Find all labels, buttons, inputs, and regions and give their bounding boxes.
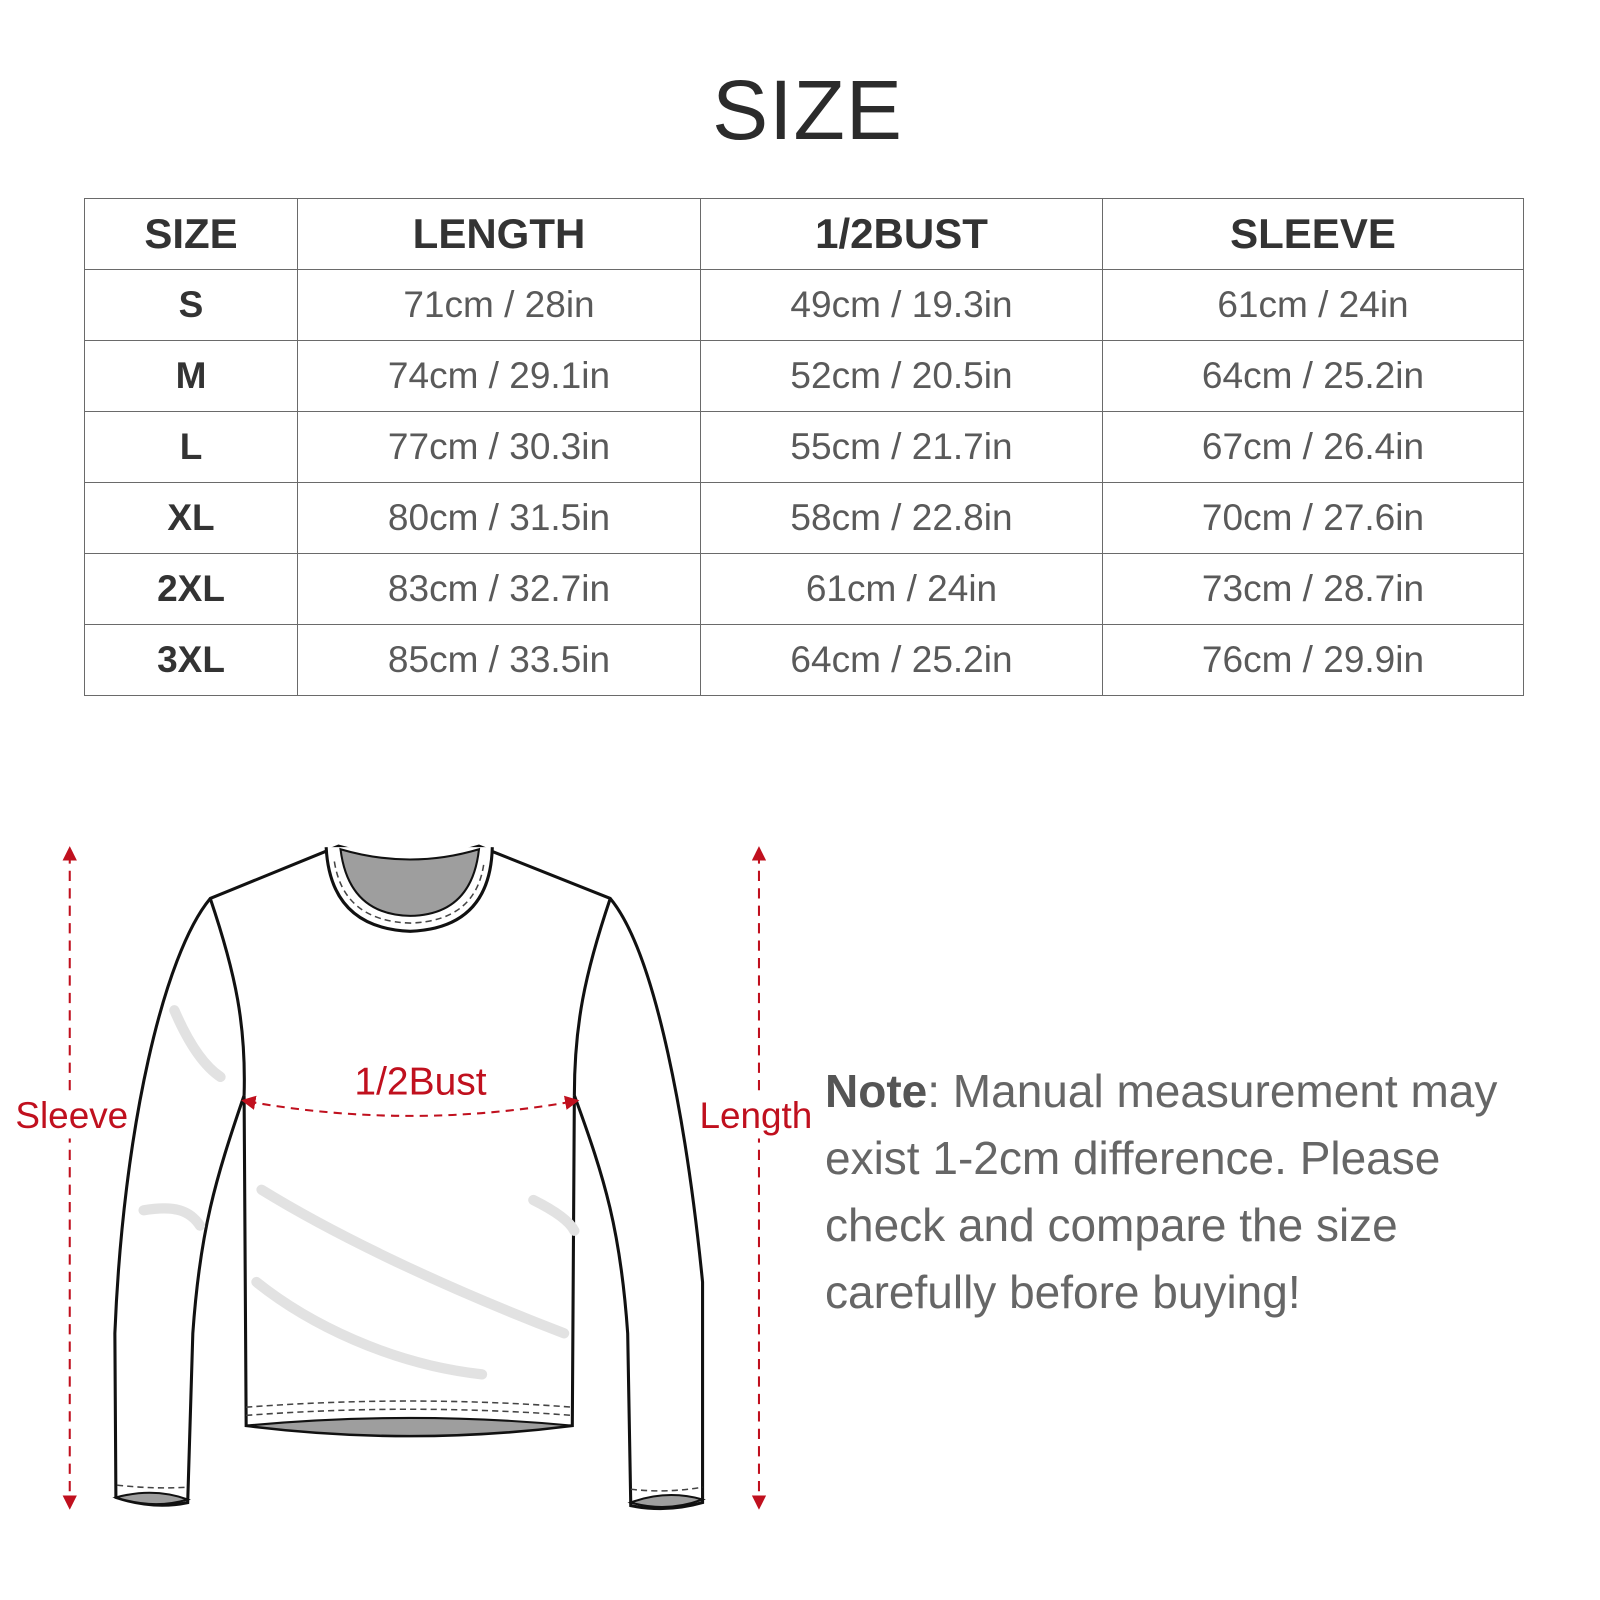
header-size: SIZE: [84, 198, 298, 270]
shirt-illustration: [112, 844, 706, 1511]
table-header-row: SIZE LENGTH 1/2BUST SLEEVE: [84, 198, 1524, 270]
cell-bust: 55cm / 21.7in: [700, 411, 1103, 483]
table-row: L 77cm / 30.3in 55cm / 21.7in 67cm / 26.4in: [84, 411, 1524, 483]
cell-bust: 49cm / 19.3in: [700, 269, 1103, 341]
sleeve-label: Sleeve: [15, 1095, 128, 1136]
cell-sleeve: 64cm / 25.2in: [1102, 340, 1524, 412]
note-body: : Manual measurement may exist 1-2cm dif…: [825, 1065, 1498, 1318]
note-text: Note: Manual measurement may exist 1-2cm…: [825, 1058, 1555, 1326]
cell-length: 74cm / 29.1in: [297, 340, 701, 412]
cell-size: S: [84, 269, 298, 341]
size-table: SIZE LENGTH 1/2BUST SLEEVE S 71cm / 28in 4…: [84, 198, 1524, 696]
table-row: M 74cm / 29.1in 52cm / 20.5in 64cm / 25.2in: [84, 340, 1524, 412]
cell-bust: 58cm / 22.8in: [700, 482, 1103, 554]
header-sleeve: SLEEVE: [1102, 198, 1524, 270]
table-row: XL 80cm / 31.5in 58cm / 22.8in 70cm / 27.6i…: [84, 482, 1524, 554]
cell-sleeve: 70cm / 27.6in: [1102, 482, 1524, 554]
cell-sleeve: 73cm / 28.7in: [1102, 553, 1524, 625]
cell-sleeve: 61cm / 24in: [1102, 269, 1524, 341]
cell-length: 77cm / 30.3in: [297, 411, 701, 483]
cell-length: 85cm / 33.5in: [297, 624, 701, 696]
header-bust: 1/2BUST: [700, 198, 1103, 270]
page-title: SIZE: [712, 63, 903, 157]
cell-length: 80cm / 31.5in: [297, 482, 701, 554]
table-row: 3XL 85cm / 33.5in 64cm / 25.2in 76cm / 29.9…: [84, 624, 1524, 696]
bust-label: 1/2Bust: [354, 1060, 486, 1103]
cell-sleeve: 76cm / 29.9in: [1102, 624, 1524, 696]
cell-size: 2XL: [84, 553, 298, 625]
note-label: Note: [825, 1065, 928, 1117]
cell-length: 71cm / 28in: [297, 269, 701, 341]
cell-bust: 52cm / 20.5in: [700, 340, 1103, 412]
cell-bust: 61cm / 24in: [700, 553, 1103, 625]
table-row: 2XL 83cm / 32.7in 61cm / 24in 73cm / 28.7in: [84, 553, 1524, 625]
length-label: Length: [699, 1095, 812, 1136]
cell-bust: 64cm / 25.2in: [700, 624, 1103, 696]
bust-arrow: [241, 1095, 580, 1117]
cell-length: 83cm / 32.7in: [297, 553, 701, 625]
cell-sleeve: 67cm / 26.4in: [1102, 411, 1524, 483]
cell-size: M: [84, 340, 298, 412]
table-row: S 71cm / 28in 49cm / 19.3in 61cm / 24in: [84, 269, 1524, 341]
cell-size: 3XL: [84, 624, 298, 696]
